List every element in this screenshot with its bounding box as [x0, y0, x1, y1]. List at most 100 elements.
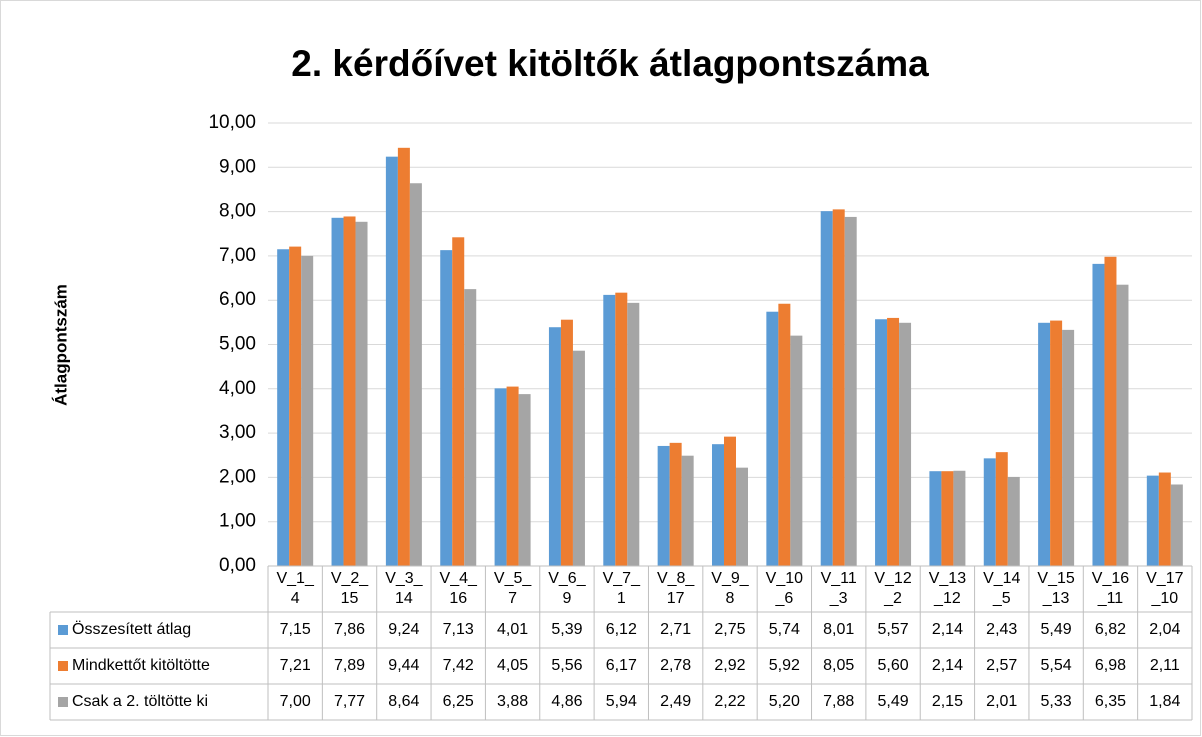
y-tick-label: 7,00 [219, 245, 256, 266]
legend-label: Mindkettőt kitöltötte [72, 657, 210, 674]
bar [1146, 475, 1159, 566]
legend-swatch [58, 697, 68, 707]
data-table-value: 4,01 [497, 621, 529, 638]
y-tick-label: 1,00 [219, 511, 256, 532]
bar [778, 303, 791, 566]
bar [766, 311, 779, 566]
data-table-value: 6,25 [442, 693, 474, 710]
x-tick-label: V_15_13 [1037, 570, 1075, 607]
x-tick-label: V_4_16 [439, 570, 477, 607]
bar [953, 470, 966, 566]
data-table-value: 5,74 [768, 621, 800, 638]
bar [452, 237, 465, 566]
bar [548, 327, 561, 566]
bar [343, 216, 356, 566]
data-table-value: 2,57 [986, 657, 1018, 674]
bar [844, 216, 857, 566]
bar [572, 350, 585, 566]
bar [518, 394, 531, 566]
data-table-value: 5,56 [551, 657, 583, 674]
x-tick-label: V_11_3 [820, 570, 857, 607]
data-table-value: 2,14 [931, 657, 963, 674]
x-tick-label: V_3_14 [385, 570, 423, 607]
x-tick-label: V_10_6 [765, 570, 804, 607]
data-table-value: 2,04 [1149, 621, 1181, 638]
bar [736, 467, 748, 566]
data-table-value: 2,75 [714, 621, 746, 638]
data-table-value: 9,24 [388, 621, 420, 638]
legend-label: Csak a 2. töltötte ki [72, 693, 209, 710]
data-table-value: 9,44 [388, 657, 420, 674]
x-tick-label: V_16_11 [1091, 570, 1130, 607]
bar [289, 246, 302, 567]
data-table-value: 3,88 [497, 693, 529, 710]
bar [506, 386, 519, 566]
data-table-value: 7,42 [442, 657, 474, 674]
data-table-value: 8,05 [823, 657, 855, 674]
data-table-value: 7,88 [823, 693, 855, 710]
x-tick-label: V_14_5 [983, 570, 1021, 607]
data-table-value: 6,17 [605, 657, 637, 674]
bar [1062, 329, 1075, 566]
bar [669, 442, 682, 566]
data-table-value: 5,39 [551, 621, 583, 638]
data-table-value: 6,35 [1094, 693, 1127, 710]
data-table-value: 4,86 [551, 693, 583, 710]
bar [440, 250, 453, 567]
data-table-value: 5,49 [1040, 621, 1072, 638]
bar [1092, 263, 1105, 566]
data-table-value: 6,12 [605, 621, 637, 638]
data-table-value: 2,49 [660, 693, 692, 710]
bar [301, 255, 314, 566]
bar [355, 221, 368, 566]
y-tick-label: 3,00 [219, 422, 256, 443]
y-tick-label: 9,00 [219, 156, 256, 177]
data-table-value: 7,77 [333, 693, 366, 710]
data-table-value: 5,60 [877, 657, 909, 674]
x-tick-label: V_9_8 [711, 570, 749, 607]
legend-swatch [58, 661, 68, 671]
data-table-value: 2,22 [714, 693, 746, 710]
data-table-value: 6,82 [1094, 621, 1127, 638]
bar [887, 317, 900, 566]
y-tick-label: 4,00 [219, 378, 256, 399]
x-tick-label: V_13_12 [928, 570, 967, 607]
bar [331, 217, 344, 566]
bar [983, 458, 996, 566]
bar [1038, 322, 1051, 566]
y-tick-label: 0,00 [219, 555, 256, 576]
bar [615, 292, 628, 566]
legend-swatch [58, 625, 68, 635]
x-tick-label: V_17_10 [1146, 570, 1184, 607]
bar [995, 452, 1008, 566]
data-table-value: 7,13 [442, 621, 474, 638]
bar [560, 319, 573, 566]
y-tick-label: 10,00 [208, 112, 256, 133]
bar [277, 249, 290, 566]
chart-title: 2. kérdőívet kitöltők átlagpontszáma [291, 43, 929, 84]
bar [1158, 472, 1171, 566]
data-table-value: 2,01 [986, 693, 1018, 710]
data-table-value: 2,11 [1149, 657, 1180, 674]
bar [899, 322, 912, 566]
bar [494, 388, 507, 566]
data-table-value: 2,43 [986, 621, 1018, 638]
bar [1104, 256, 1117, 566]
data-table-value: 2,14 [931, 621, 963, 638]
bar [464, 289, 477, 566]
bar [724, 436, 736, 566]
bar [1050, 320, 1063, 566]
data-table-value: 8,01 [823, 621, 855, 638]
bar [875, 319, 888, 566]
x-tick-label: V_6_9 [548, 570, 586, 607]
data-table-value: 7,89 [333, 657, 366, 674]
data-table-value: 8,64 [388, 693, 420, 710]
bar [657, 445, 670, 566]
data-table-value: 5,57 [877, 621, 909, 638]
data-table-value: 7,15 [279, 621, 311, 638]
bar [929, 471, 942, 566]
data-table-value: 7,00 [279, 693, 311, 710]
